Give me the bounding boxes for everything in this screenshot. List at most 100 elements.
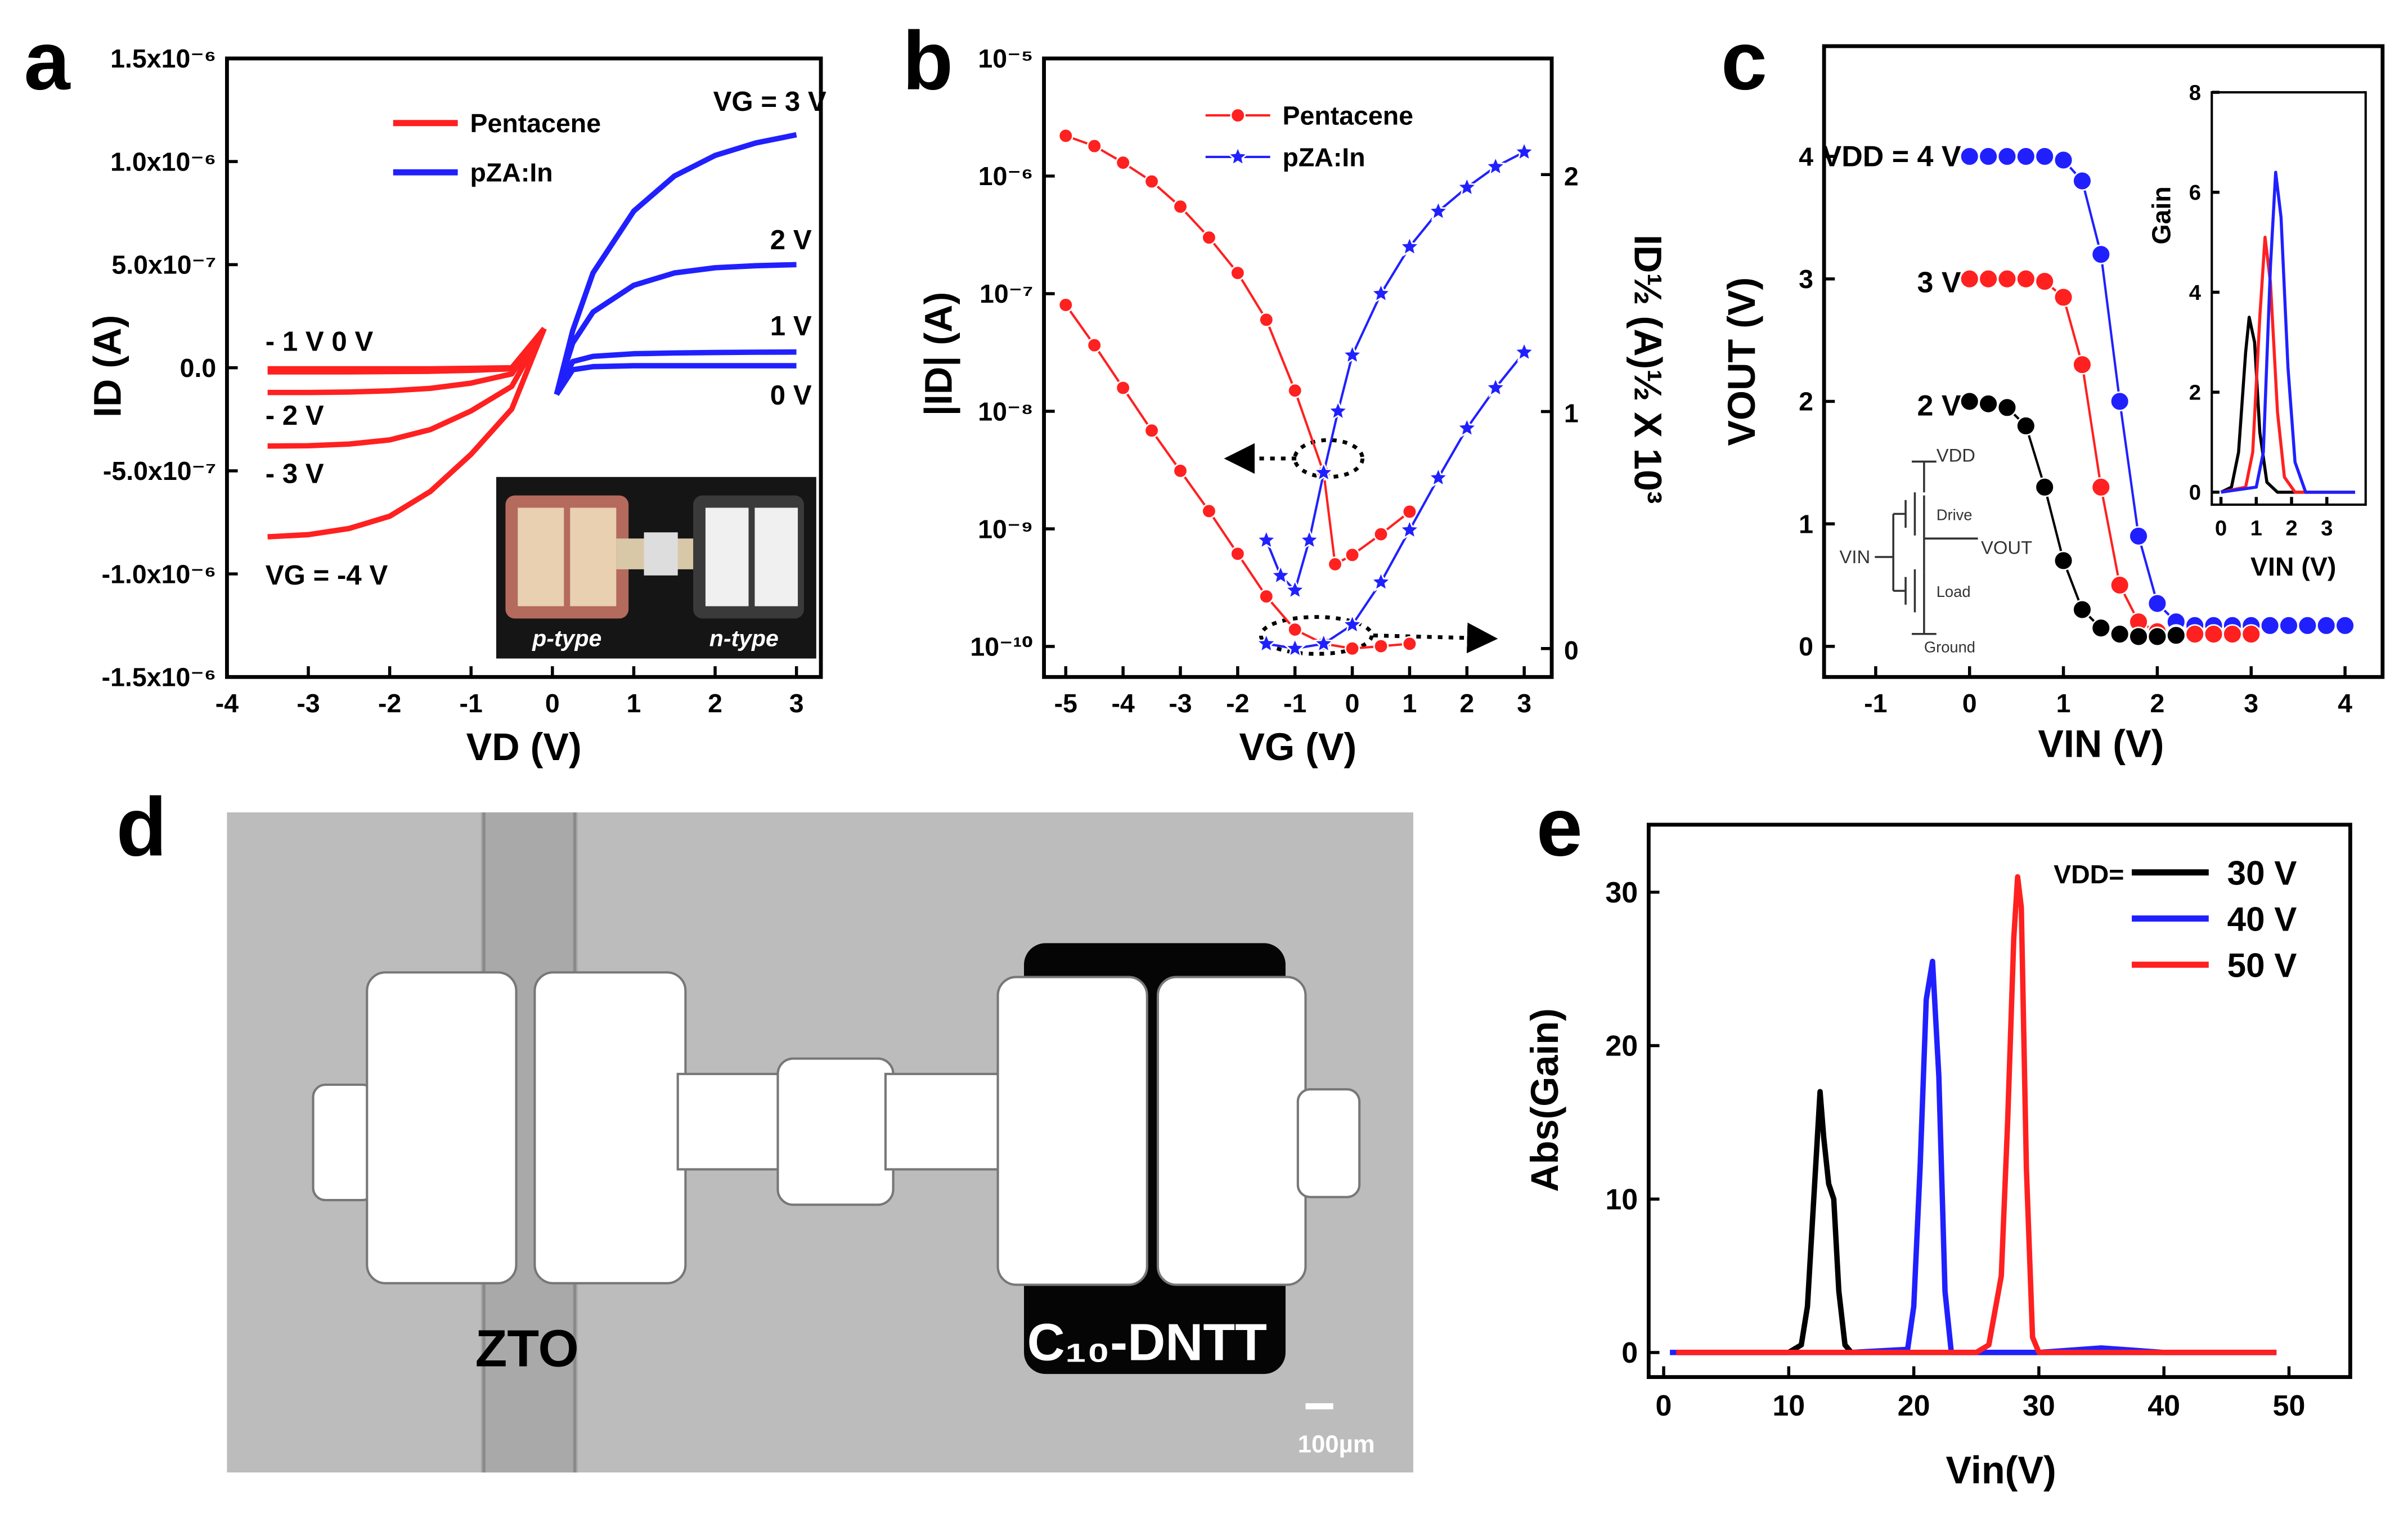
x-tick-label: 0 <box>2215 516 2227 541</box>
x-tick-label: 2 <box>2285 516 2297 541</box>
y-axis-label: VOUT (V) <box>1720 277 1763 446</box>
marker <box>1959 146 1980 167</box>
marker <box>1398 518 1421 540</box>
x-tick-label: 0 <box>1656 1390 1672 1422</box>
circuit-label: VDD <box>1937 444 1975 465</box>
marker <box>1283 578 1306 600</box>
y-tick-label: 20 <box>1605 1030 1638 1063</box>
marker <box>1255 528 1278 550</box>
x-tick-label: 1 <box>627 689 641 718</box>
y-tick-label: 10 <box>1605 1183 1638 1216</box>
marker <box>1287 622 1303 637</box>
y-tick-label: 10⁻⁵ <box>978 44 1033 73</box>
y-tick-label: 10⁻⁹ <box>978 514 1033 543</box>
marker <box>2016 146 2036 167</box>
series-line <box>267 327 547 396</box>
circuit-label: VIN <box>1839 546 1870 567</box>
marker <box>1297 528 1321 550</box>
series-line <box>1676 1089 2277 1355</box>
x-tick-label: 20 <box>1898 1390 1930 1422</box>
x-tick-label: -1 <box>1864 689 1887 718</box>
y-tick-label: 0.0 <box>180 353 217 383</box>
marker <box>1201 230 1217 245</box>
legend-label: 40 V <box>2227 901 2297 938</box>
micrograph-label: ZTO <box>475 1319 579 1377</box>
series-line <box>267 327 547 540</box>
marker <box>1283 636 1307 659</box>
marker <box>2072 599 2092 620</box>
panel-label: d <box>116 781 167 874</box>
x-axis-label: VG (V) <box>1239 726 1356 769</box>
micrograph-label: C₁₀-DNTT <box>1027 1313 1267 1372</box>
plot-frame <box>1042 56 1554 679</box>
marker <box>2147 593 2168 614</box>
x-axis-label: Vin(V) <box>1946 1449 2056 1491</box>
marker <box>1978 146 1998 167</box>
y-tick-label: 0 <box>2189 480 2201 505</box>
series-line <box>554 262 797 396</box>
marker <box>1401 636 1418 652</box>
marker <box>2091 618 2112 638</box>
marker <box>1484 376 1507 398</box>
marker <box>1344 547 1360 563</box>
plot-frame <box>1646 823 2352 1380</box>
marker <box>2335 616 2355 636</box>
legend-label: Pentacene <box>470 109 601 138</box>
marker <box>2128 626 2149 647</box>
curve-annotation: - 1 V 0 V <box>266 326 374 357</box>
y-tick-label: 0 <box>1799 632 1813 661</box>
series-line <box>554 349 797 396</box>
marker <box>1230 546 1246 561</box>
marker <box>1058 297 1073 313</box>
y-axis-label: Gain <box>2146 186 2176 244</box>
x-tick-label: 2 <box>708 689 722 718</box>
marker <box>1341 343 1364 365</box>
curve-annotation: VG = 3 V <box>713 86 826 117</box>
circuit-label: Drive <box>1937 506 1973 523</box>
marker <box>2241 624 2262 644</box>
y-tick-label: 4 <box>1799 142 1813 171</box>
marker <box>1144 173 1160 190</box>
x-tick-label: -3 <box>296 689 320 718</box>
x-tick-label: 10 <box>1772 1390 1805 1422</box>
y-tick-label: -1.5x10⁻⁶ <box>102 663 217 692</box>
marker <box>2222 624 2243 644</box>
marker <box>2053 287 2074 308</box>
x-tick-label: 1 <box>1403 689 1417 718</box>
inverter-circuit <box>1875 460 1978 635</box>
x-tick-label: -5 <box>1054 689 1077 718</box>
curve-annotation: VDD = 4 V <box>1822 140 1961 173</box>
marker <box>1959 268 1980 289</box>
series-line <box>554 363 797 396</box>
marker <box>2034 271 2055 291</box>
marker <box>2316 616 2337 636</box>
marker <box>1144 423 1160 438</box>
marker <box>2147 626 2168 647</box>
legend-label: 30 V <box>2227 854 2297 892</box>
y-tick-label: 5.0x10⁻⁷ <box>111 250 216 280</box>
x-tick-label: -3 <box>1169 689 1192 718</box>
x-tick-label: 2 <box>2150 689 2164 718</box>
x-tick-label: 30 <box>2023 1390 2055 1422</box>
marker <box>2203 624 2224 644</box>
y-tick-label: 10⁻⁶ <box>978 161 1034 191</box>
marker <box>1312 461 1335 483</box>
marker <box>1427 199 1450 222</box>
y-tick-label: 4 <box>2189 281 2202 305</box>
series-line <box>2221 235 2355 494</box>
marker <box>2034 477 2055 497</box>
marker <box>1978 394 1998 414</box>
marker <box>1997 146 2018 167</box>
x-tick-label: -2 <box>378 689 401 718</box>
circuit-label: Load <box>1937 583 1971 600</box>
marker <box>2185 624 2205 644</box>
series-line <box>1670 958 2277 1355</box>
panel-label: a <box>24 15 71 107</box>
marker <box>1058 128 1073 144</box>
device-photo <box>496 477 816 659</box>
marker <box>2109 624 2130 644</box>
marker <box>2091 477 2112 497</box>
circuit-label: VOUT <box>1981 537 2032 558</box>
plot-frame <box>2211 91 2367 506</box>
